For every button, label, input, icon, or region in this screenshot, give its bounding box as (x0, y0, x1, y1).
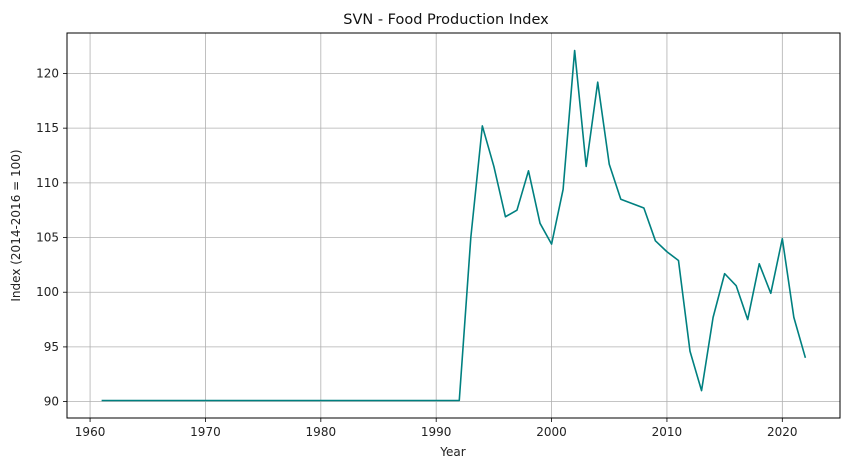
x-tick-label: 1980 (306, 425, 337, 439)
x-axis-label: Year (439, 445, 465, 459)
y-axis-ticks: 90 95 100 105 110 115 120 (36, 66, 67, 409)
y-tick-label: 100 (36, 285, 59, 299)
series-line (101, 49, 807, 402)
y-axis-label: Index (2014-2016 = 100) (9, 149, 23, 301)
x-tick-label: 1960 (75, 425, 106, 439)
y-tick-label: 120 (36, 66, 59, 80)
x-tick-label: 2020 (767, 425, 798, 439)
x-tick-label: 1990 (421, 425, 452, 439)
x-tick-label: 1970 (190, 425, 221, 439)
grid-lines (67, 33, 840, 418)
plot-frame (66, 32, 841, 419)
y-tick-label: 95 (44, 340, 59, 354)
x-tick-label: 2000 (536, 425, 567, 439)
y-tick-label: 90 (44, 395, 59, 409)
x-axis-ticks: 1960 1970 1980 1990 2000 2010 2020 (75, 418, 798, 439)
y-tick-label: 110 (36, 176, 59, 190)
chart-title: SVN - Food Production Index (343, 12, 549, 28)
y-tick-label: 115 (36, 121, 59, 135)
y-tick-label: 105 (36, 231, 59, 245)
x-tick-label: 2010 (652, 425, 683, 439)
